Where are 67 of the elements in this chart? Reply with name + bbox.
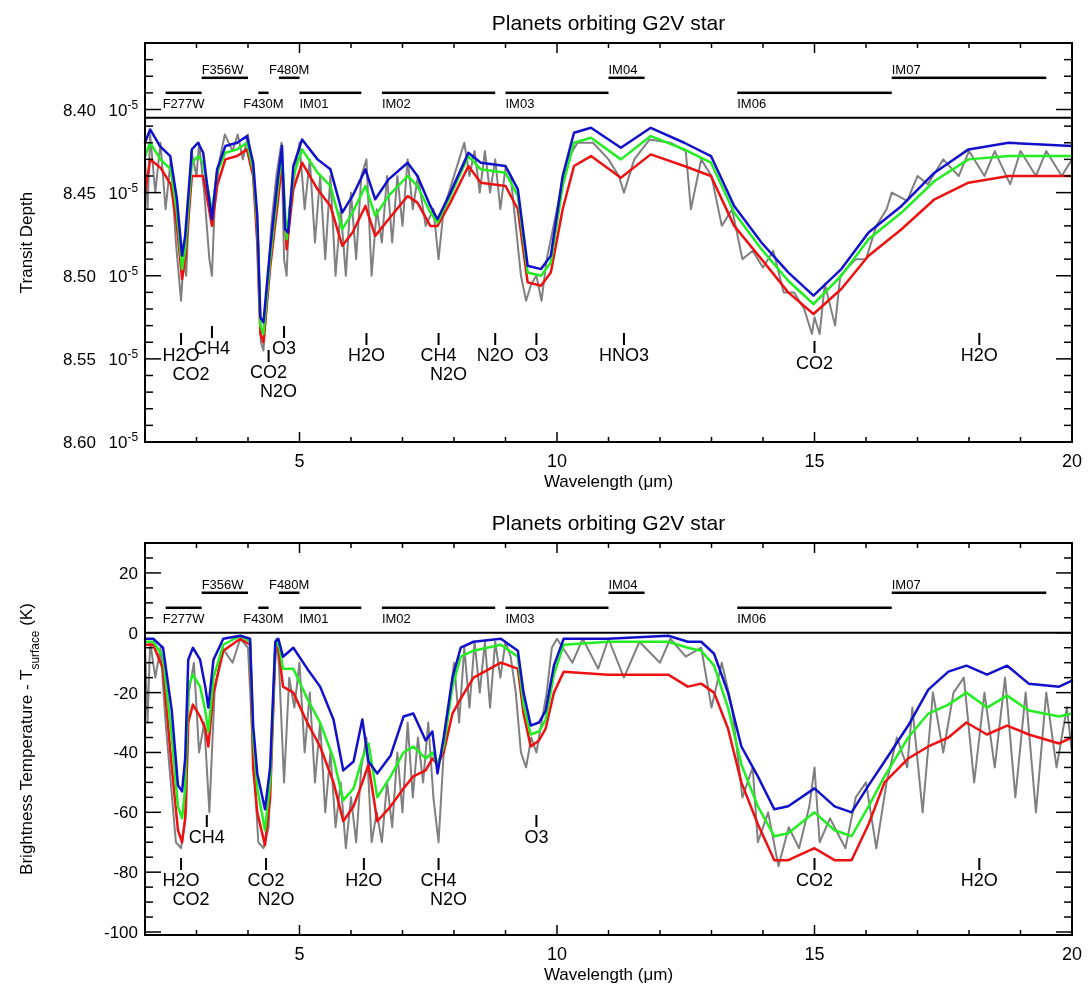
annotation: H2O (960, 345, 998, 365)
x-tick-label: 15 (804, 451, 825, 471)
x-tick-label: 15 (804, 944, 825, 964)
y-tick-label: -20 (113, 683, 138, 703)
annotation: F277W (162, 610, 206, 626)
x-tick-label: 20 (1061, 944, 1083, 964)
x-axis-title: Wavelength (μm) (543, 965, 674, 984)
annotation: IM06 (737, 95, 767, 111)
annotation: CO2 (795, 870, 834, 890)
annotation: O3 (524, 827, 549, 847)
annotation: H2O (347, 345, 385, 365)
annotation: N2O (476, 345, 514, 365)
text: 10$^{-5}$ (108, 97, 139, 120)
x-tick-label: 10 (546, 944, 568, 964)
annotation: CO2 N2O (250, 362, 298, 401)
annotation: F480M (268, 576, 310, 592)
annotation: IM03 (505, 95, 535, 111)
text: 10$^{-5}$ (108, 346, 139, 369)
y-tick-label: 8.40 (62, 100, 96, 120)
annotation: CH4 N2O (420, 345, 468, 384)
annotation: IM02 (381, 610, 411, 626)
y-tick-label: 8.60 (62, 433, 96, 452)
y-tick-label: 8.50 (62, 266, 96, 286)
annotation: H2O CO2 (162, 870, 210, 909)
y-tick-label: 8.45 (62, 183, 96, 203)
annotation: CH4 (188, 827, 225, 847)
y-tick-label: 8.55 (62, 349, 96, 369)
y-tick-label: 0 (128, 623, 138, 643)
y-tick-label: -80 (113, 863, 138, 883)
annotation: O3 (272, 338, 297, 358)
annotation: IM01 (299, 610, 329, 626)
annotation: IM04 (608, 61, 638, 77)
annotation: O3 (524, 345, 549, 365)
annotation: F277W (162, 95, 206, 111)
y-tick-label: -40 (113, 743, 138, 763)
x-tick-label: 5 (294, 451, 305, 471)
annotation: IM06 (737, 610, 767, 626)
annotation: IM04 (608, 576, 638, 592)
text: 10$^{-5}$ (108, 263, 139, 286)
y-tick-label: -100 (103, 923, 138, 943)
text: 10$^{-5}$ (108, 430, 139, 452)
annotation: F430M (243, 95, 284, 111)
annotation: IM02 (381, 95, 411, 111)
annotation: CH4 N2O (420, 870, 468, 909)
y-axis-title: Transit Depth (17, 191, 36, 294)
x-axis-title: Wavelength (μm) (543, 472, 674, 491)
x-tick-label: 10 (546, 451, 568, 471)
annotation: F430M (243, 610, 284, 626)
text: 10$^{-5}$ (108, 180, 139, 203)
annotation: IM07 (891, 576, 921, 592)
x-tick-label: 20 (1061, 451, 1083, 471)
annotation: IM03 (505, 610, 535, 626)
annotation: IM07 (891, 61, 921, 77)
chart-title: Planets orbiting G2V star (491, 11, 726, 34)
annotation: HNO3 (598, 345, 649, 365)
annotation: H2O (345, 870, 383, 890)
annotation: CO2 N2O (247, 870, 295, 909)
annotation: H2O (960, 870, 998, 890)
y-tick-label: 20 (119, 563, 138, 583)
annotation: F356W (201, 61, 245, 77)
annotation: F356W (201, 576, 245, 592)
x-tick-label: 5 (294, 944, 305, 964)
annotation: CO2 (795, 353, 834, 373)
y-tick-label: -60 (113, 803, 138, 823)
chart-title: Planets orbiting G2V star (491, 511, 726, 534)
annotation: F480M (268, 61, 310, 77)
annotation: IM01 (299, 95, 329, 111)
